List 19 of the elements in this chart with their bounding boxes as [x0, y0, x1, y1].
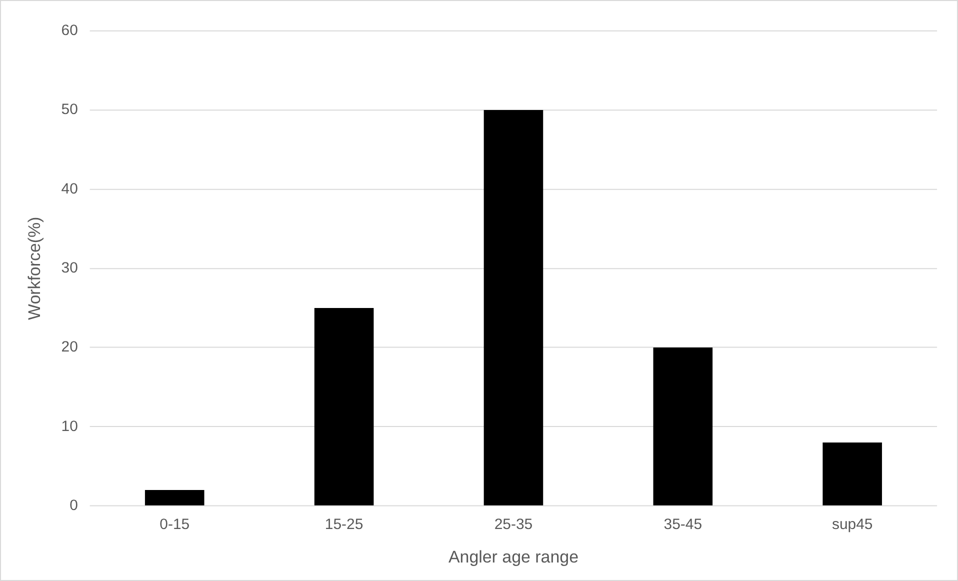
bar: [314, 308, 374, 506]
y-tick-label: 10: [61, 418, 78, 435]
bar: [822, 442, 882, 506]
bar: [484, 110, 544, 506]
y-tick-label: 60: [61, 22, 78, 40]
x-tick-label: 25-35: [494, 516, 533, 533]
x-tick-label: 0-15: [160, 516, 190, 533]
y-tick-label: 40: [61, 180, 78, 198]
x-tick-label: 15-25: [324, 516, 364, 533]
x-axis-title: Angler age range: [448, 548, 578, 567]
y-axis-title: Workforce(%): [24, 216, 44, 320]
x-tick-label: 35-45: [664, 516, 702, 533]
bar: [653, 348, 713, 506]
y-tick-label: 0: [70, 496, 78, 514]
y-tick-label: 50: [61, 101, 78, 118]
bar: [144, 490, 204, 506]
x-tick-label: sup45: [832, 516, 873, 533]
y-tick-label: 20: [61, 338, 78, 356]
y-tick-label: 30: [61, 260, 78, 276]
